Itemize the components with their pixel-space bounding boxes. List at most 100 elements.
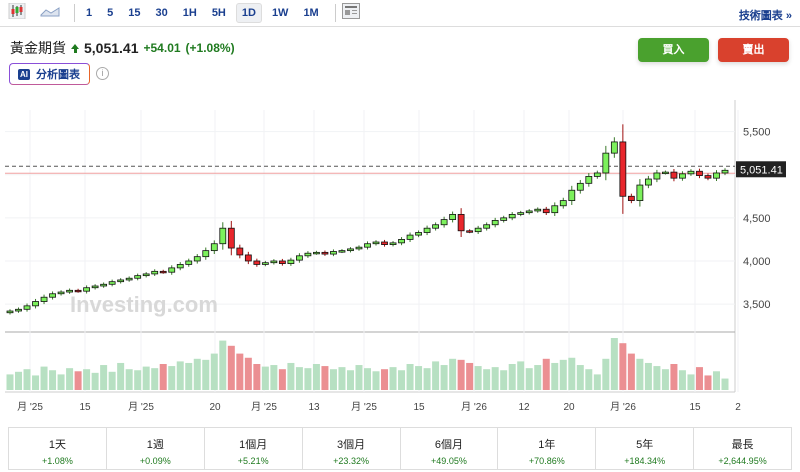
performance-cell[interactable]: 3個月 +23.32% — [303, 428, 401, 469]
performance-cell[interactable]: 1週 +0.09% — [107, 428, 205, 469]
info-icon[interactable]: i — [96, 67, 109, 80]
candle-body — [57, 291, 65, 295]
volume-bar — [389, 367, 397, 390]
volume-bar — [704, 375, 712, 390]
candle-body — [134, 275, 142, 279]
candle-body — [534, 208, 542, 212]
candle-body — [721, 169, 729, 174]
volume-bar — [142, 366, 150, 390]
volume-bar — [712, 371, 720, 390]
performance-cell[interactable]: 5年 +184.34% — [596, 428, 695, 469]
volume-bar — [193, 358, 201, 390]
y-tick-label: 4,000 — [743, 256, 771, 268]
area-chart-icon[interactable] — [40, 4, 60, 22]
candle-body — [185, 260, 193, 265]
x-tick-label: 13 — [308, 402, 320, 413]
volume-bar — [100, 365, 108, 390]
performance-cell[interactable]: 最長 +2,644.95% — [694, 428, 791, 469]
sell-button[interactable]: 賣出 — [718, 38, 789, 62]
volume-bar — [253, 364, 261, 390]
candle-body — [491, 220, 499, 226]
buy-button[interactable]: 買入 — [638, 38, 709, 62]
volume-bar — [500, 370, 508, 390]
interval-5h[interactable]: 5H — [211, 7, 226, 19]
period-label: 3個月 — [337, 439, 366, 451]
instrument-name: 黃金期貨 — [10, 40, 66, 56]
volume-bar — [381, 369, 389, 390]
candle-body — [91, 285, 99, 289]
candle-body — [500, 217, 508, 221]
interval-30[interactable]: 30 — [155, 7, 168, 19]
period-label: 最長 — [731, 439, 754, 451]
candle-body — [253, 260, 261, 265]
last-price-tag — [736, 161, 786, 178]
period-change: +1.08% — [42, 456, 73, 466]
volume-bar — [483, 369, 491, 390]
x-tick-label: 月 '26 — [461, 401, 487, 413]
interval-1d[interactable]: 1D — [235, 3, 262, 23]
volume-bar — [432, 361, 440, 390]
interval-1[interactable]: 1 — [86, 7, 93, 19]
candle-body — [679, 173, 686, 179]
x-tick-label: 20 — [209, 402, 221, 413]
period-change: +5.21% — [237, 456, 269, 466]
period-label: 1個月 — [239, 439, 268, 451]
interval-1m[interactable]: 1M — [303, 7, 319, 19]
candle-body — [313, 251, 320, 255]
toolbar: 1 5 15 30 1H 5H 1D 1W 1M 技術圖表 » — [0, 0, 800, 27]
period-change: +49.05% — [431, 456, 467, 466]
volume-bar — [159, 364, 167, 390]
candle-body — [525, 210, 533, 214]
candle-body — [117, 279, 125, 283]
last-price: 5,051.41 — [84, 40, 139, 56]
ai-analyze-chart-button[interactable]: AI 分析圖表 — [9, 63, 90, 85]
candle-body — [219, 227, 227, 245]
news-layout-icon[interactable] — [341, 2, 360, 24]
candlestick-chart-icon[interactable] — [8, 2, 26, 24]
ai-icon: AI — [18, 68, 30, 80]
interval-1h[interactable]: 1H — [182, 7, 197, 19]
x-tick-label: 月 '25 — [128, 401, 154, 413]
x-tick-label: 月 '25 — [17, 401, 43, 413]
last-price-label: 5,051.41 — [740, 164, 783, 176]
period-label: 5年 — [636, 439, 654, 451]
candle-body — [40, 296, 48, 302]
candle-body — [593, 172, 601, 177]
volume-bar — [534, 365, 542, 390]
divider — [334, 4, 336, 22]
period-change: +0.09% — [139, 456, 171, 466]
candle-body — [585, 176, 593, 184]
candle-body — [32, 301, 39, 307]
volume-bar — [653, 366, 661, 390]
volume-bar — [83, 369, 91, 390]
volume-bar — [576, 365, 584, 390]
up-arrow-icon — [71, 43, 79, 53]
volume-bar — [125, 369, 133, 390]
performance-cell[interactable]: 1年 +70.86% — [498, 428, 597, 469]
volume-bar — [40, 366, 48, 390]
interval-5[interactable]: 5 — [107, 7, 114, 19]
candle-body — [364, 243, 371, 248]
volume-bar — [491, 367, 499, 390]
performance-cell[interactable]: 6個月 +49.05% — [401, 428, 499, 469]
performance-cell[interactable]: 1天 +1.08% — [9, 428, 107, 469]
candle-body — [66, 289, 73, 293]
volume-bar — [346, 370, 354, 390]
technical-chart-link[interactable]: 技術圖表 » — [738, 10, 792, 22]
volume-bar — [602, 358, 610, 390]
candle-body — [559, 200, 567, 207]
candle-body — [159, 270, 167, 274]
performance-cell[interactable]: 1個月 +5.21% — [205, 428, 303, 469]
volume-bar — [168, 366, 176, 390]
interval-1w[interactable]: 1W — [271, 7, 289, 19]
volume-bar — [176, 361, 184, 390]
candle-body — [432, 224, 439, 229]
volume-bar — [91, 372, 99, 390]
period-label: 1天 — [48, 439, 66, 451]
price-chart[interactable]: 3,500 4,000 4,500 5,500 Investing.com 5,051.4… — [0, 100, 800, 420]
volume-bar — [304, 368, 312, 390]
volume-bar — [295, 367, 303, 390]
candle-body — [83, 287, 91, 292]
y-tick-label: 5,500 — [743, 127, 771, 139]
interval-15[interactable]: 15 — [128, 7, 141, 19]
